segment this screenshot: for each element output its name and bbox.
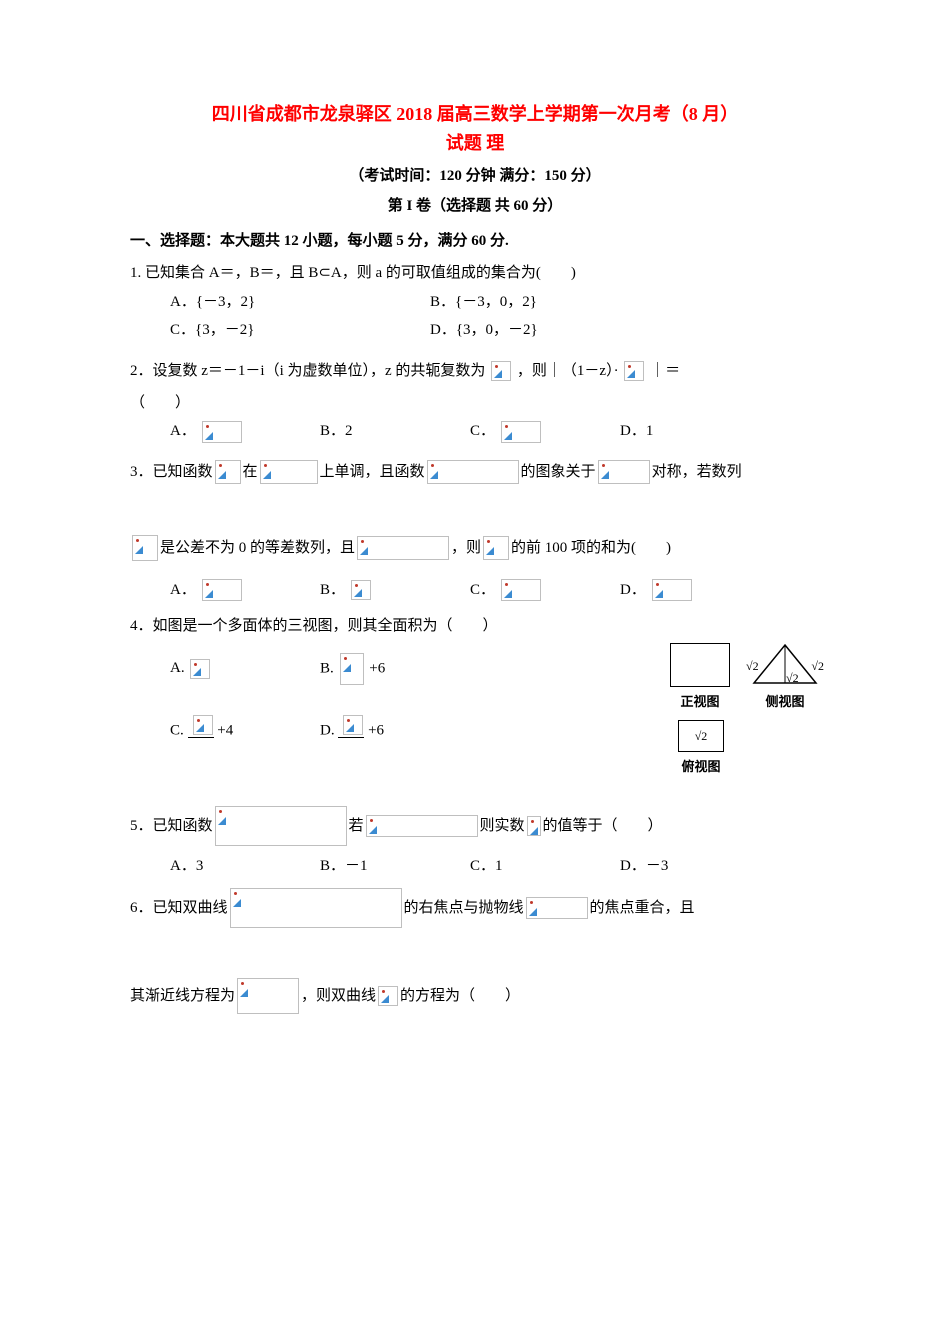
part-header: 第 I 卷（选择题 共 60 分）	[130, 192, 820, 221]
placeholder-icon	[491, 361, 511, 381]
placeholder-icon	[501, 421, 541, 443]
q2-optC: C．	[470, 417, 620, 446]
q5-optA: A．3	[170, 852, 320, 881]
question-1: 1. 已知集合 A＝，B＝，且 B⊂A，则 a 的可取值组成的集合为( ) A．…	[130, 259, 820, 345]
placeholder-icon	[598, 460, 650, 484]
question-2: 2．设复数 z＝－1－i（i 为虚数单位），z 的共轭复数为 ，则｜（1－z）·…	[130, 353, 820, 446]
placeholder-icon	[501, 579, 541, 601]
q5-optC: C．1	[470, 852, 620, 881]
three-view-diagram: 正视图 √2 √2 √2 侧视图	[670, 641, 820, 780]
q1-stem: 1. 已知集合 A＝，B＝，且 B⊂A，则 a 的可取值组成的集合为( )	[130, 259, 820, 288]
placeholder-icon	[351, 580, 371, 600]
placeholder-icon	[526, 897, 588, 919]
side-view-triangle: √2 √2 √2	[750, 641, 820, 687]
q4-stem: 4．如图是一个多面体的三视图，则其全面积为（ ）	[130, 612, 820, 641]
question-6: 6．已知双曲线 的右焦点与抛物线 的焦点重合，且 其渐近线方程为 ，则双曲线 的…	[130, 888, 820, 1014]
placeholder-icon	[357, 536, 449, 560]
q2-seg-b: ，则｜（1－z）·	[517, 363, 619, 379]
q2-optD: D．1	[620, 417, 770, 446]
title-line2: 试题 理	[446, 133, 505, 153]
q1-optC: C．{3，－2}	[170, 316, 430, 345]
front-view-rect	[670, 643, 730, 687]
placeholder-icon	[338, 715, 364, 747]
q1-optA: A．{－3，2}	[170, 288, 430, 317]
q4-optD: D. +6	[320, 715, 470, 747]
q1-optB: B．{－3，0，2}	[430, 288, 690, 317]
question-4: 4．如图是一个多面体的三视图，则其全面积为（ ） A. B. +6 C.	[130, 612, 820, 780]
q3-optC: C．	[470, 576, 620, 605]
q2-optB: B．2	[320, 417, 470, 446]
q2-optA: A．	[170, 417, 320, 446]
placeholder-icon	[202, 421, 242, 443]
q5-optB: B．－1	[320, 852, 470, 881]
placeholder-icon	[215, 806, 347, 846]
placeholder-icon	[260, 460, 318, 484]
q2-paren: （ ）	[130, 389, 820, 418]
placeholder-icon	[230, 888, 402, 928]
q5-optD: D．－3	[620, 852, 770, 881]
title-line1: 四川省成都市龙泉驿区 2018 届高三数学上学期第一次月考（8 月）	[212, 104, 739, 124]
q3-optA: A．	[170, 576, 320, 605]
q2-seg-c: ｜＝	[650, 363, 680, 379]
top-view-rect: √2	[678, 720, 724, 752]
placeholder-icon	[188, 715, 214, 747]
q3-optD: D．	[620, 576, 770, 605]
q3-optB: B．	[320, 576, 470, 605]
placeholder-icon	[340, 653, 364, 685]
placeholder-icon	[483, 536, 509, 560]
placeholder-icon	[132, 535, 158, 561]
placeholder-icon	[237, 978, 299, 1014]
q1-optD: D．{3，0，－2}	[430, 316, 690, 345]
question-5: 5．已知函数 若 则实数 的值等于（ ） A．3 B．－1 C．1 D．－3	[130, 806, 820, 881]
placeholder-icon	[202, 579, 242, 601]
placeholder-icon	[527, 816, 541, 836]
placeholder-icon	[366, 815, 478, 837]
placeholder-icon	[624, 361, 644, 381]
placeholder-icon	[190, 659, 210, 679]
q4-optB: B. +6	[320, 653, 470, 685]
placeholder-icon	[427, 460, 519, 484]
q4-optC: C. +4	[170, 715, 320, 747]
section-instruction: 一、选择题：本大题共 12 小题，每小题 5 分，满分 60 分.	[130, 227, 820, 256]
q4-optA: A.	[170, 654, 320, 683]
q2-seg-a: 2．设复数 z＝－1－i（i 为虚数单位），z 的共轭复数为	[130, 363, 485, 379]
exam-info: （考试时间：120 分钟 满分：150 分）	[130, 162, 820, 191]
placeholder-icon	[378, 986, 398, 1006]
question-3: 3．已知函数 在 上单调，且函数 的图象关于 对称，若数列 是公差不为 0 的等…	[130, 454, 820, 605]
placeholder-icon	[215, 460, 241, 484]
placeholder-icon	[652, 579, 692, 601]
